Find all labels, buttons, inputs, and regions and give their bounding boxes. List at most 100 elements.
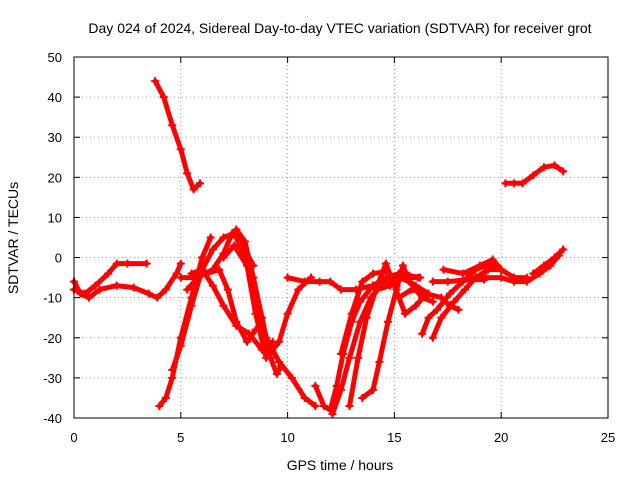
data-point-marker — [337, 385, 345, 394]
y-tick-label: -10 — [43, 291, 62, 306]
data-point-marker — [539, 163, 548, 172]
data-point-marker — [398, 273, 407, 282]
data-point-marker — [529, 269, 538, 278]
axis-ticks: 0 5 10 15 20 25 -40 -30 -20 -10 0 10 20 30 40 50 — [43, 50, 615, 445]
data-point-marker — [398, 261, 407, 270]
data-point-marker — [418, 329, 427, 338]
data-point-marker — [208, 265, 217, 274]
data-point-marker — [358, 393, 367, 402]
data-point-marker — [76, 289, 85, 298]
data-point-marker — [283, 309, 292, 318]
data-point-marker — [458, 269, 467, 278]
data-point-marker — [428, 333, 437, 342]
y-tick-label: 20 — [48, 170, 62, 185]
data-point-marker — [488, 255, 497, 264]
data-point-marker — [243, 337, 252, 346]
data-point-marker — [84, 293, 93, 302]
x-tick-label: 15 — [387, 430, 401, 445]
data-point-marker — [176, 259, 185, 268]
y-tick-label: -30 — [43, 371, 62, 386]
data-point-marker — [155, 401, 164, 410]
data-point-marker — [454, 305, 463, 314]
x-tick-label: 20 — [494, 430, 508, 445]
y-tick-label: -20 — [43, 331, 62, 346]
data-point-marker — [358, 277, 367, 286]
chart-title: Day 024 of 2024, Sidereal Day-to-day VTE… — [88, 20, 591, 36]
data-point-marker — [240, 253, 249, 262]
data-point-marker — [484, 265, 493, 274]
data-point-marker — [142, 259, 151, 268]
x-tick-label: 0 — [70, 430, 77, 445]
data-point-marker — [161, 285, 170, 294]
data-point-marker — [450, 297, 459, 306]
x-tick-label: 5 — [177, 430, 184, 445]
series-arc-10-markers — [232, 233, 320, 410]
data-point-marker — [315, 277, 324, 286]
data-point-marker — [95, 285, 104, 294]
data-point-marker — [272, 369, 281, 378]
data-point-marker — [337, 285, 345, 294]
data-point-marker — [176, 273, 185, 282]
data-point-marker — [151, 77, 160, 86]
data-point-marker — [187, 301, 196, 310]
data-series-group — [70, 77, 568, 418]
data-point-marker — [123, 259, 132, 268]
data-point-marker — [223, 285, 232, 294]
data-point-marker — [559, 167, 568, 176]
data-point-marker — [198, 253, 207, 262]
data-point-marker — [347, 309, 356, 318]
data-point-marker — [362, 313, 371, 322]
data-point-marker — [168, 121, 177, 130]
data-point-marker — [407, 285, 416, 294]
data-point-marker — [510, 277, 519, 286]
data-point-marker — [428, 297, 437, 306]
data-point-marker — [176, 341, 185, 350]
data-point-marker — [283, 273, 292, 282]
data-point-marker — [249, 285, 258, 294]
data-point-marker — [208, 281, 217, 290]
data-point-marker — [287, 373, 296, 382]
y-tick-label: 30 — [48, 130, 62, 145]
data-point-marker — [428, 277, 437, 286]
series-arc-10 — [233, 235, 318, 409]
data-point-marker — [381, 259, 390, 268]
plot-frame — [73, 56, 609, 419]
data-point-marker — [311, 381, 320, 390]
data-point-marker — [369, 385, 378, 394]
y-tick-label: 50 — [48, 50, 62, 65]
data-point-marker — [232, 225, 241, 234]
x-tick-label: 25 — [601, 430, 615, 445]
series-arc-17-markers — [373, 273, 422, 294]
data-point-marker — [275, 357, 284, 366]
data-point-marker — [437, 313, 446, 322]
data-point-marker — [401, 309, 410, 318]
data-point-marker — [373, 285, 382, 294]
series-arc-24-markers — [529, 245, 568, 278]
data-point-marker — [375, 357, 384, 366]
data-point-marker — [424, 313, 433, 322]
data-point-marker — [311, 401, 320, 410]
data-point-marker — [518, 179, 527, 188]
data-point-marker — [369, 269, 378, 278]
y-tick-label: -40 — [43, 411, 62, 426]
data-point-marker — [443, 277, 452, 286]
data-point-marker — [262, 333, 271, 342]
data-point-marker — [413, 273, 422, 282]
data-point-marker — [550, 253, 559, 262]
data-point-marker — [356, 317, 365, 326]
data-point-marker — [539, 261, 548, 270]
data-point-marker — [196, 179, 205, 188]
data-point-marker — [183, 169, 192, 178]
series-arc-8 — [189, 267, 276, 353]
data-point-marker — [550, 161, 559, 170]
data-point-marker — [294, 285, 303, 294]
series-arc-7 — [184, 227, 284, 377]
data-point-marker — [465, 273, 474, 282]
data-point-marker — [219, 253, 228, 262]
data-point-marker — [522, 277, 531, 286]
data-point-marker — [345, 353, 354, 362]
data-point-marker — [240, 237, 249, 246]
data-point-marker — [326, 277, 335, 286]
data-point-marker — [161, 393, 170, 402]
